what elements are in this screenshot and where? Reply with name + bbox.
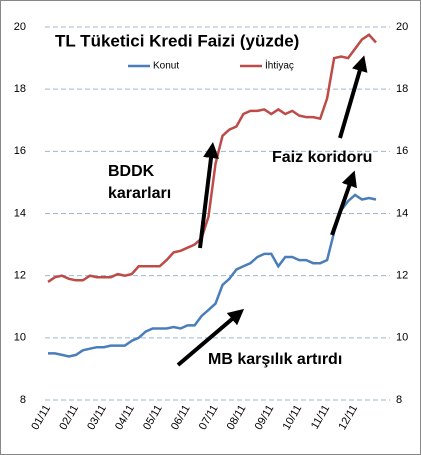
arrow: [330, 170, 357, 236]
y-tick-label: 12: [14, 270, 26, 282]
y-tick-label: 10: [14, 332, 26, 344]
series-line: [47, 33, 377, 283]
legend-label: Konut: [153, 61, 179, 72]
y2-tick-label: 12: [396, 270, 408, 282]
y-tick-label: 16: [14, 145, 26, 157]
y2-tick-label: 20: [396, 21, 408, 33]
legend-label: İhtiyaç: [265, 59, 294, 72]
annotation: Faiz koridoru: [272, 149, 372, 166]
arrows: [176, 55, 368, 367]
annotation: BDDK: [108, 163, 155, 180]
y-tick-label: 18: [14, 83, 26, 95]
y2-tick-label: 10: [396, 332, 408, 344]
chart-title: TL Tüketici Kredi Faizi (yüzde): [55, 31, 299, 50]
y-tick-label: 8: [20, 394, 26, 406]
arrow: [198, 142, 219, 249]
y2-tick-label: 18: [396, 83, 408, 95]
y2-tick-label: 14: [396, 207, 408, 219]
y2-tick-label: 16: [396, 145, 408, 157]
y2-tick-label: 8: [396, 394, 402, 406]
annotation: kararları: [108, 185, 171, 202]
annotation: MB karşılık artırdı: [208, 351, 342, 368]
series-line: [48, 193, 377, 358]
y-tick-label: 14: [14, 207, 26, 219]
arrow: [338, 55, 368, 139]
y-tick-label: 20: [14, 21, 26, 33]
arrow: [176, 308, 245, 367]
